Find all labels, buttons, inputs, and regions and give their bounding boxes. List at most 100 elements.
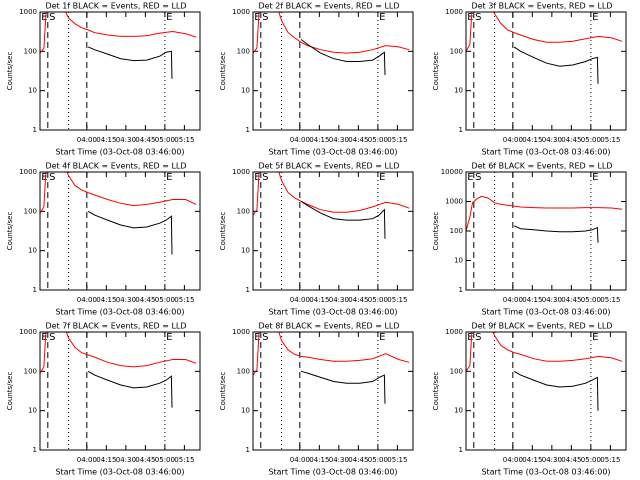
x-tick-label: 04:00 (503, 136, 523, 144)
annotation: E (254, 12, 260, 23)
y-tick-label: 1000 (232, 8, 250, 16)
plot-area (466, 195, 623, 243)
y-tick-label: 1 (33, 446, 37, 454)
plot-area (40, 332, 197, 408)
plot-frame (252, 331, 414, 451)
series-line (466, 12, 623, 52)
panel: Det 2f BLACK = Events, RED = LLD Start Ti… (219, 2, 414, 157)
y-axis-label: Counts/sec (219, 52, 227, 91)
x-tick-label: 05:00 (155, 456, 175, 464)
y-tick-label: 100 (24, 367, 37, 375)
x-tick-label: 04:15 (309, 136, 329, 144)
series-line (300, 200, 386, 239)
x-tick-label: 05:00 (581, 456, 601, 464)
y-tick-label: 100 (24, 207, 37, 215)
y-tick-label: 10000 (441, 168, 463, 176)
plot-area (40, 172, 197, 255)
y-tick-label: 1 (459, 286, 463, 294)
annotation: S (262, 332, 268, 343)
plot-area (253, 12, 410, 76)
x-axis-label: Start Time (03-Oct-08 03:46:00) (481, 148, 610, 157)
y-axis-label: Counts/sec (432, 372, 440, 411)
annotation: E (379, 12, 385, 23)
y-axis-label: Counts/sec (219, 372, 227, 411)
x-tick-label: 04:30 (116, 296, 136, 304)
series-line (466, 332, 623, 372)
annotation: E (41, 172, 47, 183)
y-tick-label: 1 (246, 446, 250, 454)
annotation: E (467, 172, 473, 183)
series-line (40, 12, 197, 54)
plot-frame (465, 331, 627, 451)
y-tick-label: 100 (237, 207, 250, 215)
x-tick-label: 04:00 (77, 456, 97, 464)
y-tick-label: 10 (28, 407, 37, 415)
chart-title: Det 2f BLACK = Events, RED = LLD (258, 2, 399, 11)
x-tick-label: 04:15 (96, 296, 116, 304)
annotation: S (262, 12, 268, 23)
x-tick-label: 04:15 (96, 456, 116, 464)
y-tick-label: 1000 (445, 198, 463, 206)
y-tick-label: 10 (28, 87, 37, 95)
chart-title: Det 9f BLACK = Events, RED = LLD (471, 322, 612, 331)
y-tick-label: 100 (450, 47, 463, 55)
y-tick-label: 1 (459, 126, 463, 134)
annotation: E (467, 12, 473, 23)
panel: Det 6f BLACK = Events, RED = LLD Start Ti… (432, 162, 627, 317)
x-tick-label: 04:45 (561, 456, 581, 464)
x-axis-label: Start Time (03-Oct-08 03:46:00) (481, 468, 610, 477)
x-axis-label: Start Time (03-Oct-08 03:46:00) (481, 308, 610, 317)
y-tick-label: 1 (33, 286, 37, 294)
annotation: S (49, 12, 55, 23)
plot-frame (252, 171, 414, 291)
x-tick-label: 04:45 (561, 136, 581, 144)
series-line (513, 46, 599, 84)
x-tick-label: 05:15 (600, 456, 620, 464)
plot-frame (465, 11, 627, 131)
plot-frame (39, 11, 201, 131)
series-line (253, 332, 410, 376)
plot-frame (465, 171, 627, 291)
chart-title: Det 3f BLACK = Events, RED = LLD (471, 2, 612, 11)
y-axis-label: Counts/sec (6, 52, 14, 91)
x-tick-label: 04:15 (309, 456, 329, 464)
x-tick-label: 04:30 (329, 136, 349, 144)
y-tick-label: 1000 (19, 8, 37, 16)
y-axis-label: Counts/sec (6, 372, 14, 411)
x-tick-label: 04:00 (290, 296, 310, 304)
plot-area (466, 332, 623, 411)
x-tick-label: 04:30 (329, 296, 349, 304)
panel: Det 4f BLACK = Events, RED = LLD Start Ti… (6, 162, 201, 317)
x-tick-label: 05:15 (387, 456, 407, 464)
chart-title: Det 1f BLACK = Events, RED = LLD (45, 2, 186, 11)
x-tick-label: 04:45 (135, 136, 155, 144)
chart-title: Det 4f BLACK = Events, RED = LLD (45, 162, 186, 171)
plot-frame (252, 11, 414, 131)
y-tick-label: 1000 (232, 168, 250, 176)
x-tick-label: 05:00 (155, 136, 175, 144)
panel: Det 1f BLACK = Events, RED = LLD Start Ti… (6, 2, 201, 157)
y-tick-label: 10 (454, 87, 463, 95)
series-line (253, 12, 410, 54)
y-tick-label: 10 (28, 247, 37, 255)
series-line (87, 210, 173, 255)
x-tick-label: 04:15 (522, 136, 542, 144)
x-tick-label: 05:15 (600, 296, 620, 304)
x-tick-label: 04:45 (348, 136, 368, 144)
x-tick-label: 05:15 (387, 296, 407, 304)
y-tick-label: 1000 (445, 8, 463, 16)
x-axis-label: Start Time (03-Oct-08 03:46:00) (55, 308, 184, 317)
x-tick-label: 04:00 (290, 456, 310, 464)
annotation: E (592, 172, 598, 183)
annotation: E (379, 172, 385, 183)
y-tick-label: 100 (450, 367, 463, 375)
panel: Det 3f BLACK = Events, RED = LLD Start Ti… (432, 2, 627, 157)
series-line (466, 195, 623, 232)
y-tick-label: 10 (241, 87, 250, 95)
x-tick-label: 04:45 (135, 296, 155, 304)
y-tick-label: 10 (241, 407, 250, 415)
x-axis-label: Start Time (03-Oct-08 03:46:00) (268, 308, 397, 317)
annotation: E (166, 332, 172, 343)
y-tick-label: 10 (454, 407, 463, 415)
chart-title: Det 7f BLACK = Events, RED = LLD (45, 322, 186, 331)
